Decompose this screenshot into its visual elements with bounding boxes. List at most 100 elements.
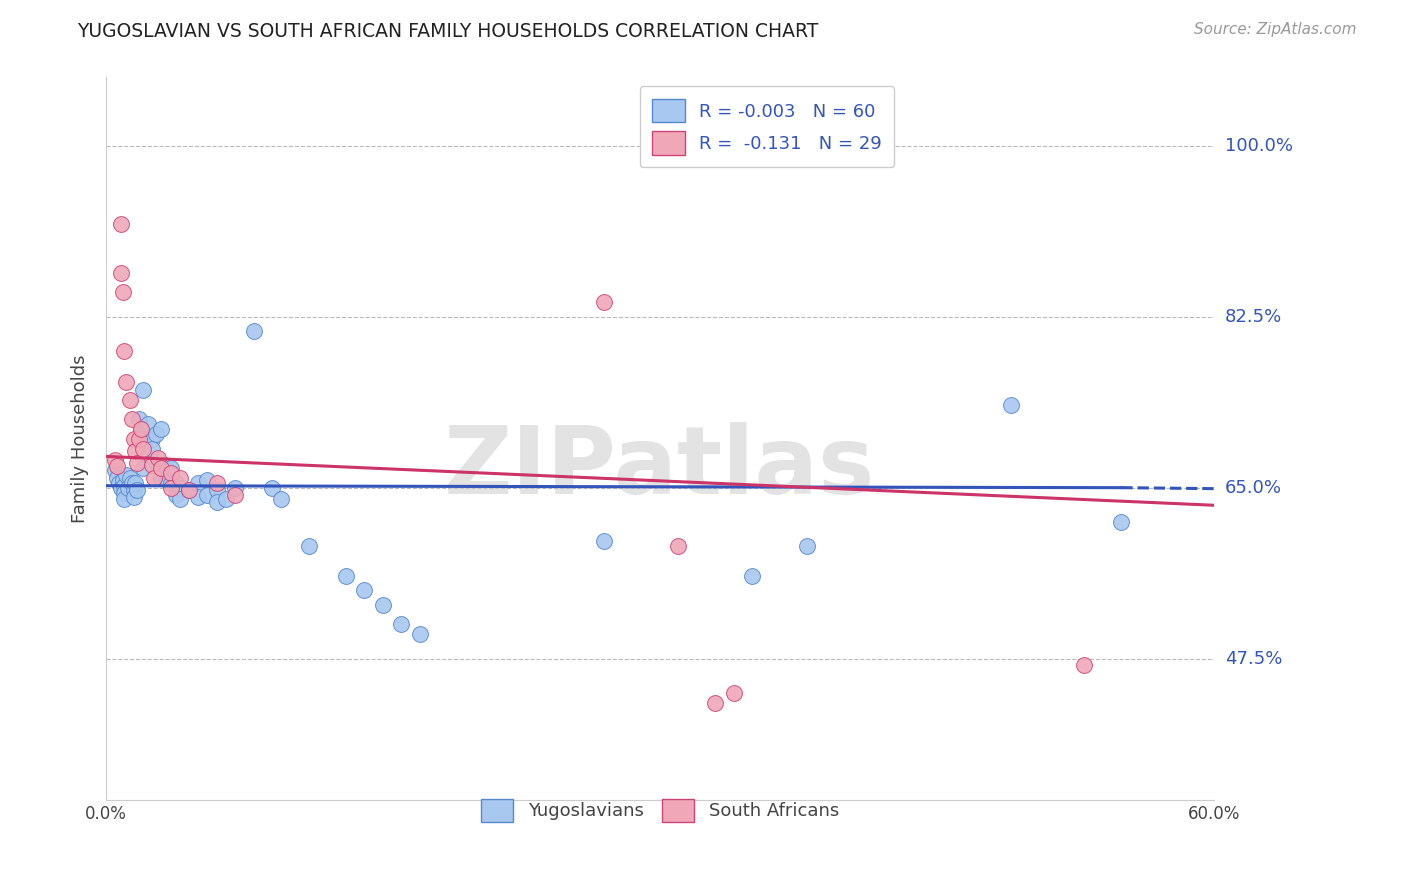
Text: 82.5%: 82.5%: [1225, 308, 1282, 326]
Point: [104, 453, 127, 467]
Point: [1073, 658, 1095, 673]
Point: [262, 481, 284, 495]
Point: [150, 422, 173, 436]
Point: [138, 417, 160, 432]
Point: [132, 442, 155, 456]
Point: [129, 422, 152, 436]
Point: [723, 686, 745, 700]
Point: [127, 456, 149, 470]
Text: 100.0%: 100.0%: [1225, 136, 1292, 155]
Point: [124, 443, 146, 458]
Point: [177, 483, 200, 497]
Text: Source: ZipAtlas.com: Source: ZipAtlas.com: [1194, 22, 1357, 37]
Point: [115, 467, 138, 482]
Point: [159, 466, 181, 480]
Point: [353, 583, 375, 598]
Y-axis label: Family Households: Family Households: [72, 355, 89, 523]
Point: [127, 483, 149, 497]
Point: [112, 492, 135, 507]
Point: [593, 534, 616, 549]
Point: [112, 343, 135, 358]
Point: [335, 568, 357, 582]
Point: [666, 539, 689, 553]
Point: [124, 475, 146, 490]
Point: [118, 392, 141, 407]
Point: [159, 481, 181, 495]
Point: [242, 325, 264, 339]
Point: [298, 539, 321, 553]
Text: ZIPatlas: ZIPatlas: [444, 422, 876, 514]
Point: [159, 475, 181, 490]
Text: 47.5%: 47.5%: [1225, 649, 1282, 667]
Point: [371, 598, 394, 612]
Point: [1111, 515, 1133, 529]
Point: [105, 471, 128, 485]
Point: [132, 461, 155, 475]
Point: [741, 568, 763, 582]
Point: [121, 475, 143, 490]
Point: [197, 488, 219, 502]
Text: 65.0%: 65.0%: [1225, 479, 1282, 497]
Point: [150, 471, 173, 485]
Point: [159, 461, 181, 475]
Point: [215, 492, 238, 507]
Point: [177, 483, 200, 497]
Point: [146, 451, 169, 466]
Point: [205, 495, 228, 509]
Point: [197, 473, 219, 487]
Point: [704, 696, 727, 710]
Point: [129, 422, 152, 436]
Point: [169, 471, 191, 485]
Legend: Yugoslavians, South Africans: Yugoslavians, South Africans: [468, 786, 852, 835]
Point: [105, 459, 128, 474]
Point: [141, 442, 163, 456]
Point: [169, 492, 191, 507]
Point: [128, 432, 150, 446]
Point: [165, 475, 187, 490]
Point: [187, 491, 209, 505]
Point: [110, 481, 132, 495]
Point: [153, 458, 176, 473]
Point: [156, 473, 179, 487]
Point: [150, 461, 173, 475]
Point: [409, 627, 432, 641]
Point: [121, 412, 143, 426]
Point: [796, 539, 818, 553]
Point: [115, 375, 138, 389]
Point: [145, 426, 167, 441]
Text: 60.0%: 60.0%: [1188, 805, 1240, 823]
Point: [108, 475, 131, 490]
Point: [224, 481, 246, 495]
Point: [224, 487, 246, 501]
Point: [150, 461, 173, 475]
Point: [128, 412, 150, 426]
Point: [1000, 398, 1022, 412]
Point: [110, 217, 132, 231]
Point: [169, 481, 191, 495]
Point: [104, 463, 127, 477]
Point: [205, 483, 228, 497]
Point: [122, 483, 145, 497]
Point: [118, 471, 141, 485]
Point: [142, 471, 165, 485]
Point: [270, 492, 292, 507]
Text: 0.0%: 0.0%: [84, 805, 127, 823]
Point: [111, 285, 134, 300]
Point: [122, 432, 145, 446]
Point: [141, 432, 163, 446]
Point: [141, 458, 163, 473]
Point: [112, 479, 135, 493]
Text: YUGOSLAVIAN VS SOUTH AFRICAN FAMILY HOUSEHOLDS CORRELATION CHART: YUGOSLAVIAN VS SOUTH AFRICAN FAMILY HOUS…: [77, 22, 818, 41]
Point: [110, 266, 132, 280]
Point: [187, 475, 209, 490]
Point: [122, 491, 145, 505]
Point: [117, 481, 139, 495]
Point: [135, 432, 157, 446]
Point: [593, 295, 616, 310]
Point: [165, 488, 187, 502]
Point: [132, 383, 155, 397]
Point: [205, 475, 228, 490]
Point: [111, 473, 134, 487]
Point: [389, 617, 412, 632]
Point: [112, 485, 135, 500]
